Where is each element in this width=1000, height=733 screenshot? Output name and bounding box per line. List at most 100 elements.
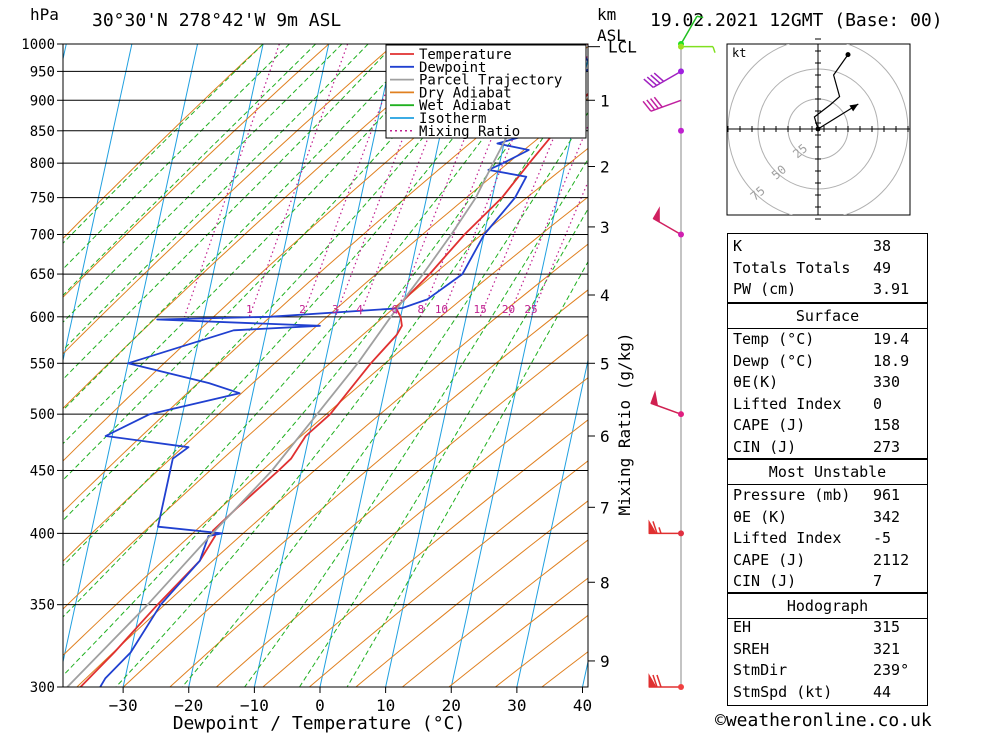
pressure-tick-label: 600 — [30, 310, 55, 326]
pressure-tick-label: 650 — [30, 267, 55, 283]
index-value: 19.4 — [873, 330, 910, 348]
dry-adiabat-line — [216, 377, 588, 687]
x-tick-label: 20 — [442, 696, 461, 715]
series-dewpoint — [99, 44, 588, 687]
height-tick-label: 5 — [600, 354, 610, 373]
wet-adiabat-line — [63, 44, 395, 381]
index-row: Lifted Index -5 — [728, 528, 927, 549]
wet-adiabat-line — [346, 260, 588, 687]
index-value: 273 — [873, 437, 901, 456]
index-value: 315 — [873, 618, 901, 636]
pressure-tick-label: 850 — [30, 124, 55, 140]
dry-adiabat-line — [63, 97, 588, 562]
mixing-ratio-axis-label: Mixing Ratio (g/kg) — [615, 332, 634, 515]
index-row: EH 315 — [728, 617, 927, 638]
mixing-ratio-line — [183, 44, 280, 318]
index-value: 7 — [873, 572, 883, 590]
isotherm-line — [450, 56, 588, 687]
pressure-tick-label: 750 — [30, 191, 55, 207]
index-row: CIN (J) 273 — [728, 437, 927, 458]
index-key: CIN (J) — [733, 572, 797, 590]
index-row: StmSpd (kt) 44 — [728, 682, 927, 703]
index-value: 49 — [873, 258, 892, 277]
index-value: 342 — [873, 507, 901, 526]
index-section-title: Most Unstable — [768, 463, 887, 481]
height-tick-label: 4 — [600, 286, 610, 305]
mixing-ratio-label: 25 — [524, 303, 537, 316]
x-axis-label: Dewpoint / Temperature (°C) — [173, 713, 466, 733]
index-key: SREH — [733, 639, 770, 658]
isotherm-line — [188, 44, 330, 687]
legend-label: Parcel Trajectory — [419, 73, 562, 89]
mixing-ratio-label: 2 — [299, 303, 306, 316]
index-row: K 38 — [728, 236, 927, 257]
x-tick-label: −30 — [109, 696, 138, 715]
index-key: EH — [733, 618, 752, 636]
isotherm-line — [63, 44, 133, 363]
mixing-ratio-line — [334, 44, 440, 318]
legend-label: Dry Adiabat — [419, 85, 512, 101]
dry-adiabat-line — [63, 44, 264, 240]
index-key: θE(K) — [733, 373, 779, 391]
index-row: θE(K) 330 — [728, 372, 927, 393]
index-key: K — [733, 237, 743, 255]
pressure-tick-label: 450 — [30, 463, 55, 479]
index-key: Lifted Index — [733, 529, 842, 547]
index-row: CAPE (J) 2112 — [728, 550, 927, 571]
plot-frame — [62, 43, 589, 688]
legend-label: Dewpoint — [419, 60, 486, 76]
index-section-title: Surface — [795, 307, 860, 325]
x-tick-label: 0 — [315, 696, 325, 715]
index-value: 330 — [873, 373, 901, 391]
index-row: Temp (°C) 19.4 — [728, 329, 927, 350]
height-tick-label: 8 — [600, 573, 610, 592]
pressure-tick-label: 1000 — [21, 37, 55, 53]
height-tick-label: 2 — [600, 158, 610, 177]
mixing-ratio-label: 6 — [392, 303, 399, 316]
index-key: CAPE (J) — [733, 416, 806, 434]
index-value: 961 — [873, 486, 901, 504]
index-key: Temp (°C) — [733, 330, 815, 348]
index-row: θE (K) 342 — [728, 507, 927, 528]
isotherm-line — [516, 357, 588, 687]
isotherm-line — [63, 44, 198, 665]
isotherm-line — [0, 44, 1, 687]
mixing-ratio-label: 4 — [356, 303, 363, 316]
wet-adiabat-line — [63, 44, 421, 411]
legend-box — [385, 44, 587, 139]
credit-link[interactable]: ©weatheronline.co.uk — [715, 710, 932, 731]
index-key: CAPE (J) — [733, 550, 806, 569]
index-row: Totals Totals 49 — [728, 258, 927, 279]
x-tick-label: 10 — [376, 696, 395, 715]
index-key: Dewp (°C) — [733, 351, 815, 370]
index-value: 38 — [873, 237, 892, 255]
index-value: 44 — [873, 682, 892, 701]
legend-label: Temperature — [419, 47, 512, 63]
index-key: θE (K) — [733, 507, 788, 526]
pressure-tick-label: 550 — [30, 356, 55, 372]
index-section-title: Hodograph — [786, 597, 869, 615]
indices-table-general: K 38 Totals Totals 49 PW (cm) 3.91 — [727, 233, 928, 303]
dry-adiabat-line — [123, 289, 588, 687]
index-value: 158 — [873, 416, 901, 434]
isotherm-line — [253, 44, 395, 687]
section-divider — [728, 328, 927, 329]
index-row: PW (cm) 3.91 — [728, 279, 927, 300]
index-value: 3.91 — [873, 280, 910, 298]
index-row: Pressure (mb) 961 — [728, 485, 927, 506]
height-tick-label: 9 — [600, 652, 610, 671]
pressure-tick-label: 800 — [30, 156, 55, 172]
pressure-unit-label: hPa — [30, 5, 59, 24]
mixing-ratio-label: 8 — [417, 303, 424, 316]
pressure-tick-label: 950 — [30, 64, 55, 80]
mixing-ratio-label: 15 — [474, 303, 487, 316]
mixing-ratio-line — [358, 44, 465, 318]
index-value: 18.9 — [873, 351, 910, 370]
indices-table-surface: Surface Temp (°C) 19.4 Dewp (°C) 18.9 θE(K) 33… — [727, 303, 928, 459]
index-key: Lifted Index — [733, 394, 842, 413]
index-key: Totals Totals — [733, 258, 851, 277]
height-unit-label: km — [597, 5, 617, 24]
index-row: CIN (J) 7 — [728, 571, 927, 592]
pressure-tick-label: 300 — [30, 680, 55, 696]
